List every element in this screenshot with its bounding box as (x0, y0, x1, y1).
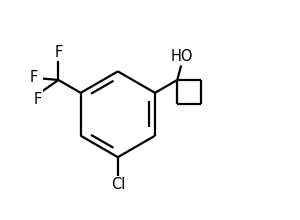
Text: F: F (30, 70, 38, 85)
Text: F: F (54, 45, 62, 60)
Text: F: F (34, 92, 42, 107)
Text: HO: HO (171, 50, 194, 64)
Text: Cl: Cl (111, 177, 125, 192)
